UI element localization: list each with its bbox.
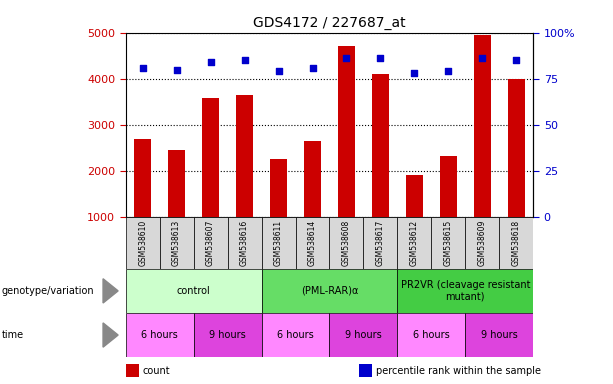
FancyArrow shape bbox=[103, 323, 118, 347]
Bar bbox=[126, 217, 159, 269]
Bar bbox=[262, 217, 295, 269]
Bar bbox=[262, 313, 330, 357]
FancyArrow shape bbox=[103, 279, 118, 303]
Bar bbox=[364, 217, 397, 269]
Text: GSM538612: GSM538612 bbox=[410, 220, 419, 266]
Text: 6 hours: 6 hours bbox=[277, 330, 314, 340]
Text: 6 hours: 6 hours bbox=[141, 330, 178, 340]
Point bbox=[273, 68, 283, 74]
Text: GSM538607: GSM538607 bbox=[206, 220, 215, 266]
Text: GSM538613: GSM538613 bbox=[172, 220, 181, 266]
Point bbox=[443, 68, 453, 74]
Point bbox=[341, 55, 351, 61]
Bar bbox=[159, 217, 194, 269]
Text: GSM538618: GSM538618 bbox=[512, 220, 521, 266]
Text: (PML-RAR)α: (PML-RAR)α bbox=[301, 286, 358, 296]
Point bbox=[409, 70, 419, 76]
Text: GSM538617: GSM538617 bbox=[376, 220, 385, 266]
Bar bbox=[134, 139, 151, 217]
Bar bbox=[397, 269, 533, 313]
Bar bbox=[330, 217, 364, 269]
Bar bbox=[338, 46, 355, 217]
Bar bbox=[474, 35, 491, 217]
Bar bbox=[372, 74, 389, 217]
Bar bbox=[397, 217, 432, 269]
Text: time: time bbox=[2, 330, 24, 340]
Text: percentile rank within the sample: percentile rank within the sample bbox=[376, 366, 541, 376]
Bar bbox=[126, 313, 194, 357]
Text: genotype/variation: genotype/variation bbox=[2, 286, 94, 296]
Text: 9 hours: 9 hours bbox=[345, 330, 382, 340]
Text: count: count bbox=[143, 366, 170, 376]
Text: 9 hours: 9 hours bbox=[209, 330, 246, 340]
Text: 9 hours: 9 hours bbox=[481, 330, 518, 340]
Bar bbox=[397, 313, 465, 357]
Bar bbox=[168, 150, 185, 217]
Bar bbox=[194, 313, 262, 357]
Text: control: control bbox=[177, 286, 210, 296]
Bar bbox=[262, 269, 397, 313]
Title: GDS4172 / 227687_at: GDS4172 / 227687_at bbox=[253, 16, 406, 30]
Text: GSM538609: GSM538609 bbox=[478, 220, 487, 266]
Text: GSM538614: GSM538614 bbox=[308, 220, 317, 266]
Point bbox=[206, 59, 216, 65]
Point bbox=[478, 55, 487, 61]
Text: GSM538608: GSM538608 bbox=[342, 220, 351, 266]
Point bbox=[308, 65, 318, 71]
Bar bbox=[465, 217, 500, 269]
Point bbox=[138, 65, 148, 71]
Bar bbox=[194, 217, 227, 269]
Bar bbox=[508, 79, 525, 217]
Bar bbox=[236, 95, 253, 217]
Text: GSM538610: GSM538610 bbox=[138, 220, 147, 266]
Bar bbox=[227, 217, 262, 269]
Bar bbox=[432, 217, 465, 269]
Text: GSM538611: GSM538611 bbox=[274, 220, 283, 266]
Bar bbox=[406, 175, 423, 217]
Text: GSM538616: GSM538616 bbox=[240, 220, 249, 266]
Text: 6 hours: 6 hours bbox=[413, 330, 450, 340]
Bar bbox=[330, 313, 397, 357]
Point bbox=[511, 57, 521, 63]
Bar bbox=[440, 156, 457, 217]
Bar bbox=[500, 217, 533, 269]
Point bbox=[240, 57, 249, 63]
Point bbox=[172, 66, 181, 73]
Bar bbox=[202, 98, 219, 217]
Bar bbox=[295, 217, 330, 269]
Bar bbox=[465, 313, 533, 357]
Text: GSM538615: GSM538615 bbox=[444, 220, 453, 266]
Bar bbox=[304, 141, 321, 217]
Bar bbox=[126, 269, 262, 313]
Text: PR2VR (cleavage resistant
mutant): PR2VR (cleavage resistant mutant) bbox=[401, 280, 530, 302]
Bar bbox=[270, 159, 287, 217]
Point bbox=[376, 55, 386, 61]
